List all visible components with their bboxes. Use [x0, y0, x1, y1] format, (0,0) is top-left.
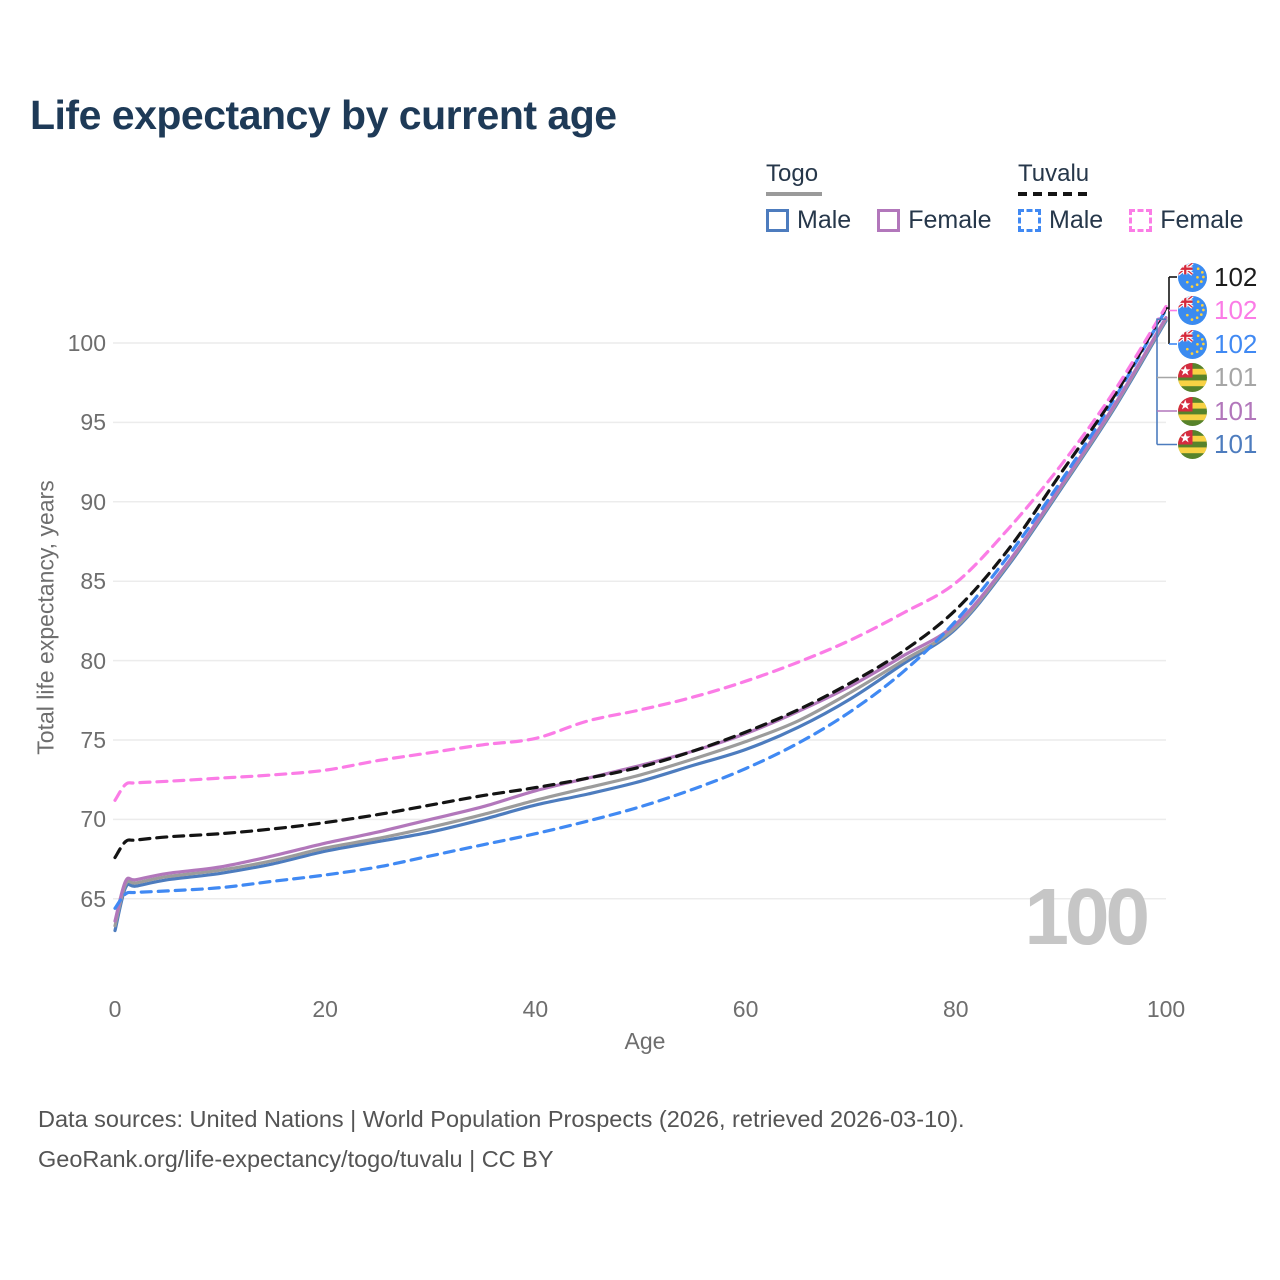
- x-tick-20: 20: [312, 996, 338, 1022]
- legend-swatch-tuvalu-male[interactable]: [1018, 209, 1041, 232]
- end-label-tuvalu-female: 102: [1178, 295, 1257, 327]
- x-tick-100: 100: [1146, 996, 1186, 1022]
- end-label-value: 102: [1214, 328, 1258, 359]
- legend-item-label: Female: [908, 206, 992, 234]
- end-label-value: 102: [1214, 261, 1258, 292]
- legend-swatch-togo-male[interactable]: [766, 209, 789, 232]
- y-tick-80: 80: [80, 647, 106, 674]
- y-tick-100: 100: [67, 330, 106, 356]
- leader-bracket-togo: [1156, 318, 1166, 445]
- series-line-tuvalu-all[interactable]: [113, 306, 1168, 860]
- series-line-togo-female[interactable]: [113, 316, 1168, 923]
- togo-flag-icon: [1178, 396, 1207, 426]
- legend-swatch-togo-female[interactable]: [877, 209, 901, 232]
- end-label-value: 102: [1214, 295, 1258, 325]
- end-label-value: 101: [1214, 429, 1258, 459]
- legend-item-togo-female[interactable]: Female: [877, 206, 992, 235]
- legend-group-togo: Togo Male Female: [766, 160, 992, 235]
- end-label-togo-all: 101: [1178, 362, 1257, 394]
- end-label-tuvalu-male: 102: [1178, 328, 1257, 360]
- legend-item-label: Female: [1160, 206, 1244, 234]
- x-tick-80: 80: [943, 996, 969, 1022]
- legend-item-tuvalu-female[interactable]: Female: [1129, 206, 1244, 235]
- legend-item-togo-male[interactable]: Male: [766, 206, 851, 235]
- legend-item-tuvalu-male[interactable]: Male: [1018, 206, 1103, 235]
- data-source-note: Data sources: United Nations | World Pop…: [38, 1106, 965, 1132]
- end-label-togo-male: 101: [1178, 429, 1257, 461]
- x-tick-0: 0: [108, 996, 122, 1022]
- tuvalu-flag-icon: [1178, 329, 1207, 359]
- y-tick-70: 70: [80, 806, 106, 833]
- series-line-tuvalu-female[interactable]: [113, 304, 1168, 802]
- end-label-value: 101: [1214, 395, 1258, 426]
- page-title: Life expectancy by current age: [30, 92, 617, 138]
- tuvalu-flag-icon: [1178, 262, 1207, 292]
- x-axis-title: Age: [624, 1028, 666, 1054]
- legend-swatch-tuvalu-female[interactable]: [1129, 209, 1153, 232]
- age-watermark: 100: [1025, 872, 1148, 961]
- y-tick-85: 85: [80, 568, 106, 595]
- legend-item-label: Male: [1049, 206, 1104, 234]
- leader-bracket-tuvalu: [1166, 277, 1170, 344]
- series-line-togo-all[interactable]: [113, 317, 1168, 928]
- series-line-togo-male[interactable]: [113, 319, 1168, 933]
- end-label-value: 101: [1214, 362, 1258, 392]
- togo-flag-icon: [1178, 363, 1207, 392]
- end-label-togo-female: 101: [1178, 395, 1257, 427]
- togo-flag-icon: [1178, 430, 1207, 459]
- legend-underline-dashed: [1018, 192, 1093, 196]
- y-tick-75: 75: [80, 727, 106, 753]
- legend-group-tuvalu: Tuvalu Male Female: [1018, 160, 1244, 235]
- series-line-tuvalu-male[interactable]: [113, 308, 1168, 910]
- attribution-link: GeoRank.org/life-expectancy/togo/tuvalu …: [38, 1146, 554, 1172]
- x-tick-60: 60: [732, 996, 759, 1022]
- end-label-tuvalu-all: 102: [1178, 261, 1257, 293]
- tuvalu-flag-icon: [1178, 296, 1207, 325]
- legend-group-title: Tuvalu: [1018, 160, 1090, 187]
- y-tick-95: 95: [80, 409, 106, 436]
- legend-group-title: Togo: [766, 160, 819, 187]
- legend-underline-solid: [766, 192, 822, 196]
- y-tick-90: 90: [80, 488, 106, 515]
- x-tick-40: 40: [522, 996, 549, 1022]
- y-tick-65: 65: [80, 885, 106, 912]
- legend-item-label: Male: [797, 206, 852, 234]
